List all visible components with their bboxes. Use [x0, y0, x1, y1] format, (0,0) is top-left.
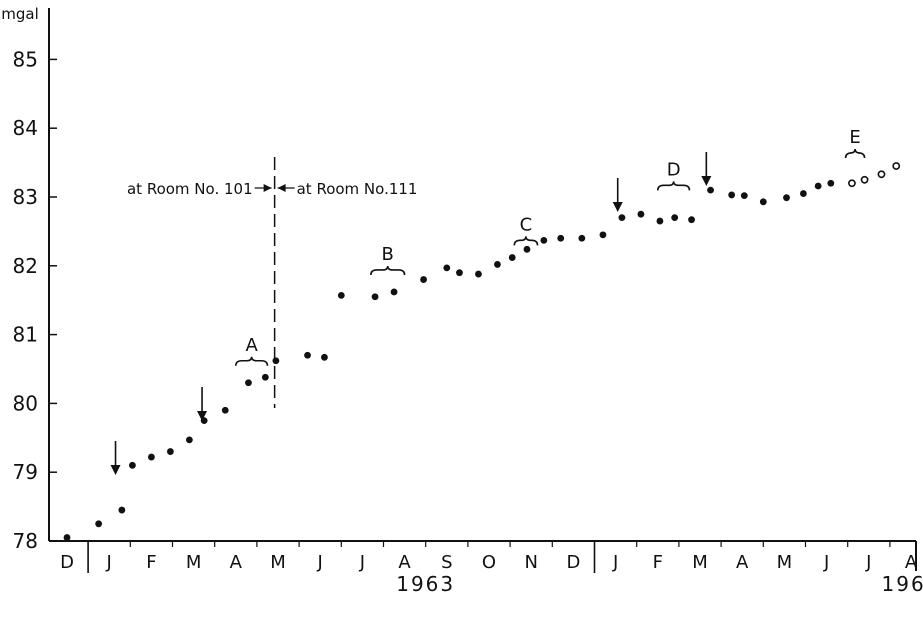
x-month-label: J [106, 552, 112, 573]
x-month-label: J [317, 552, 323, 573]
y-tick-label: 84 [13, 116, 38, 140]
data-point [740, 192, 748, 200]
x-month-label: D [60, 552, 74, 573]
data-point [540, 236, 548, 244]
data-point [185, 436, 193, 444]
data-point [261, 373, 269, 381]
divider-arrowhead-left [263, 184, 272, 192]
data-point [272, 357, 280, 365]
data-point [637, 210, 645, 218]
annotation-brace [844, 148, 866, 159]
x-year-label: 1963 [396, 572, 455, 596]
annotation-brace [235, 356, 269, 366]
data-point [371, 293, 379, 301]
data-point [656, 217, 664, 225]
annotation-label: C [520, 214, 533, 235]
data-point [783, 194, 790, 202]
x-month-label: M [186, 552, 202, 573]
annotation-brace [657, 181, 691, 191]
data-point [707, 186, 714, 194]
data-point [304, 351, 311, 359]
x-month-label: A [905, 552, 918, 573]
data-point [390, 288, 398, 296]
x-month-label: J [612, 552, 618, 573]
y-tick-label: 81 [13, 323, 38, 347]
data-point [129, 461, 136, 469]
x-month-label: F [146, 552, 156, 573]
x-month-label: D [566, 552, 580, 573]
data-point [728, 191, 736, 199]
data-point [420, 276, 427, 283]
data-point-open [877, 170, 886, 179]
annotation-label: A [245, 335, 258, 356]
data-point [599, 231, 607, 239]
data-point [321, 353, 328, 361]
data-point [245, 379, 252, 387]
x-month-label: M [692, 552, 708, 573]
x-month-label: M [777, 552, 793, 573]
event-arrowhead [612, 202, 623, 212]
data-point-open [892, 162, 901, 170]
x-month-label: F [653, 552, 663, 573]
data-point [95, 520, 103, 528]
annotation-label: E [849, 127, 860, 148]
data-point-open [860, 175, 869, 184]
x-year-label: 1964 [882, 572, 923, 596]
annotation-brace [513, 236, 539, 246]
y-tick-label: 85 [13, 47, 38, 71]
data-point [618, 214, 626, 222]
data-point [508, 254, 516, 261]
x-month-label: A [398, 552, 411, 573]
data-point [63, 534, 71, 541]
annotation-brace [370, 265, 406, 275]
data-point [827, 179, 835, 187]
annotation-label: D [667, 159, 681, 180]
y-axis-label: mgal [1, 5, 39, 23]
data-point [118, 506, 126, 514]
event-arrowhead [701, 176, 712, 186]
x-month-label: J [823, 552, 829, 573]
y-tick-label: 80 [13, 391, 38, 415]
data-point [166, 448, 174, 455]
y-tick-label: 79 [13, 460, 38, 484]
room-right-label: at Room No.111 [297, 180, 418, 198]
data-point [671, 214, 679, 222]
data-point [221, 406, 229, 414]
data-point [557, 234, 565, 242]
data-point [814, 182, 822, 190]
y-tick-label: 83 [13, 185, 38, 209]
data-point [759, 198, 767, 206]
event-arrowhead [197, 411, 208, 421]
data-point [148, 453, 155, 461]
data-point [523, 245, 531, 253]
room-left-label: at Room No. 101 [127, 180, 253, 198]
data-point [578, 234, 586, 242]
data-point [799, 190, 807, 197]
x-month-label: M [270, 552, 286, 573]
x-month-label: A [736, 552, 749, 573]
event-arrowhead [110, 465, 121, 475]
x-month-label: J [359, 552, 365, 573]
annotation-label: B [382, 244, 394, 265]
data-point [337, 291, 345, 299]
y-tick-label: 82 [13, 254, 38, 278]
data-point-open [848, 179, 856, 188]
data-point [456, 269, 463, 277]
data-point [688, 216, 695, 224]
x-month-label: O [482, 552, 496, 573]
divider-arrowhead-right [277, 184, 286, 192]
x-month-label: J [865, 552, 871, 573]
data-point [475, 270, 482, 278]
x-month-label: S [441, 552, 452, 573]
data-point [494, 261, 501, 268]
x-month-label: A [230, 552, 243, 573]
data-point [443, 264, 451, 272]
y-tick-label: 78 [13, 529, 38, 553]
x-month-label: N [524, 552, 537, 573]
